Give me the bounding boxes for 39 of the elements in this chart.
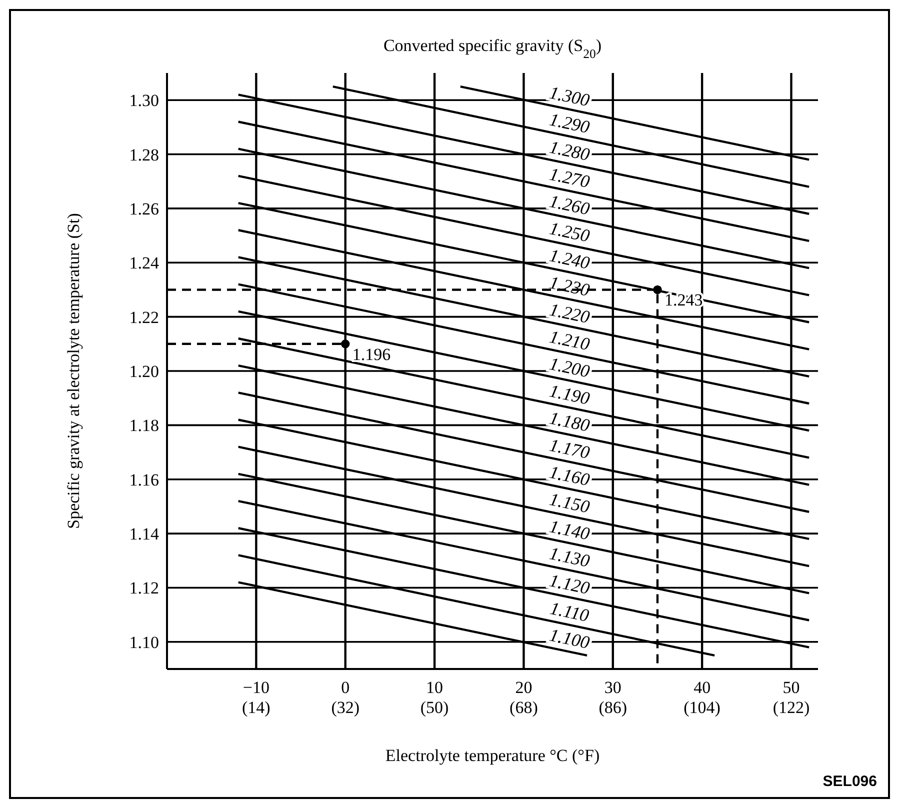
y-axis-title: Specific gravity at electrolyte temperature (St) — [64, 213, 83, 529]
chart-title: Converted specific gravity (S$_{20}$) — [383, 36, 602, 61]
y-tick-label: 1.16 — [129, 470, 159, 490]
text: 1.210 — [548, 326, 592, 354]
y-tick-label: 1.24 — [129, 254, 160, 273]
y-tick-label: 1.12 — [129, 578, 159, 598]
x-tick-label: 40 — [694, 678, 711, 697]
x2-tick-label: (122) — [772, 698, 810, 717]
y-tick-label: 1.26 — [129, 199, 159, 218]
x2-tick-label: (68) — [510, 698, 538, 717]
y-tick-label: 1.18 — [129, 416, 159, 436]
x-axis-title: Electrolyte temperature °C (°F) — [385, 746, 600, 765]
y-tick-label: 1.14 — [129, 524, 160, 544]
x-tick-label: 30 — [604, 678, 622, 697]
text: SEL096 — [822, 773, 877, 790]
x2-tick-label: (14) — [242, 698, 270, 717]
text: 1.270 — [548, 164, 592, 192]
y-tick-label: 1.22 — [129, 308, 159, 327]
text: 1.130 — [548, 543, 592, 572]
text: 1.170 — [548, 434, 592, 463]
y-tick-label: 1.28 — [129, 145, 159, 164]
text: 1.110 — [548, 598, 591, 626]
x-tick-label: 0 — [341, 678, 350, 697]
x2-tick-label: (86) — [598, 698, 628, 717]
x2-tick-label: (104) — [684, 698, 720, 717]
x-tick-label: −10 — [242, 678, 270, 697]
text: 1.150 — [548, 488, 592, 517]
y-tick-label: 1.10 — [129, 632, 159, 652]
x-tick-label: 10 — [426, 678, 444, 697]
x-tick-label: 50 — [782, 678, 800, 697]
y-tick-label: 1.30 — [129, 91, 159, 110]
x2-tick-label: (50) — [420, 698, 449, 717]
y-tick-label: 1.20 — [129, 362, 159, 381]
text: 1.290 — [548, 109, 592, 138]
text: 1.190 — [548, 380, 592, 408]
text: 1.250 — [548, 218, 592, 246]
x-tick-label: 20 — [515, 678, 532, 697]
annotation: 1.196 — [352, 344, 391, 364]
x2-tick-label: (32) — [331, 698, 360, 717]
